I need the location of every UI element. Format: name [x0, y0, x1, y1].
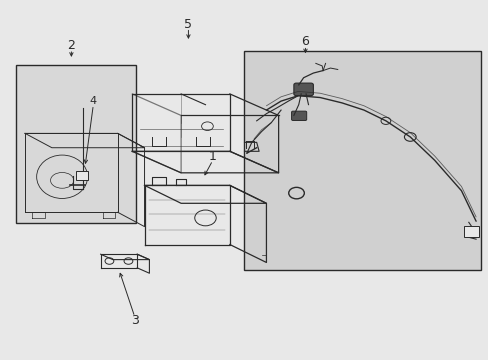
Text: 4: 4 — [90, 96, 97, 106]
FancyBboxPatch shape — [291, 111, 306, 121]
Text: 6: 6 — [301, 35, 309, 49]
Text: 2: 2 — [67, 39, 75, 52]
Bar — [463, 226, 478, 237]
Bar — [244, 51, 480, 270]
Text: 3: 3 — [131, 314, 139, 327]
Text: 5: 5 — [184, 18, 192, 31]
Text: 1: 1 — [208, 150, 216, 163]
FancyBboxPatch shape — [293, 83, 313, 96]
Bar — [16, 65, 136, 223]
Bar — [76, 171, 88, 180]
